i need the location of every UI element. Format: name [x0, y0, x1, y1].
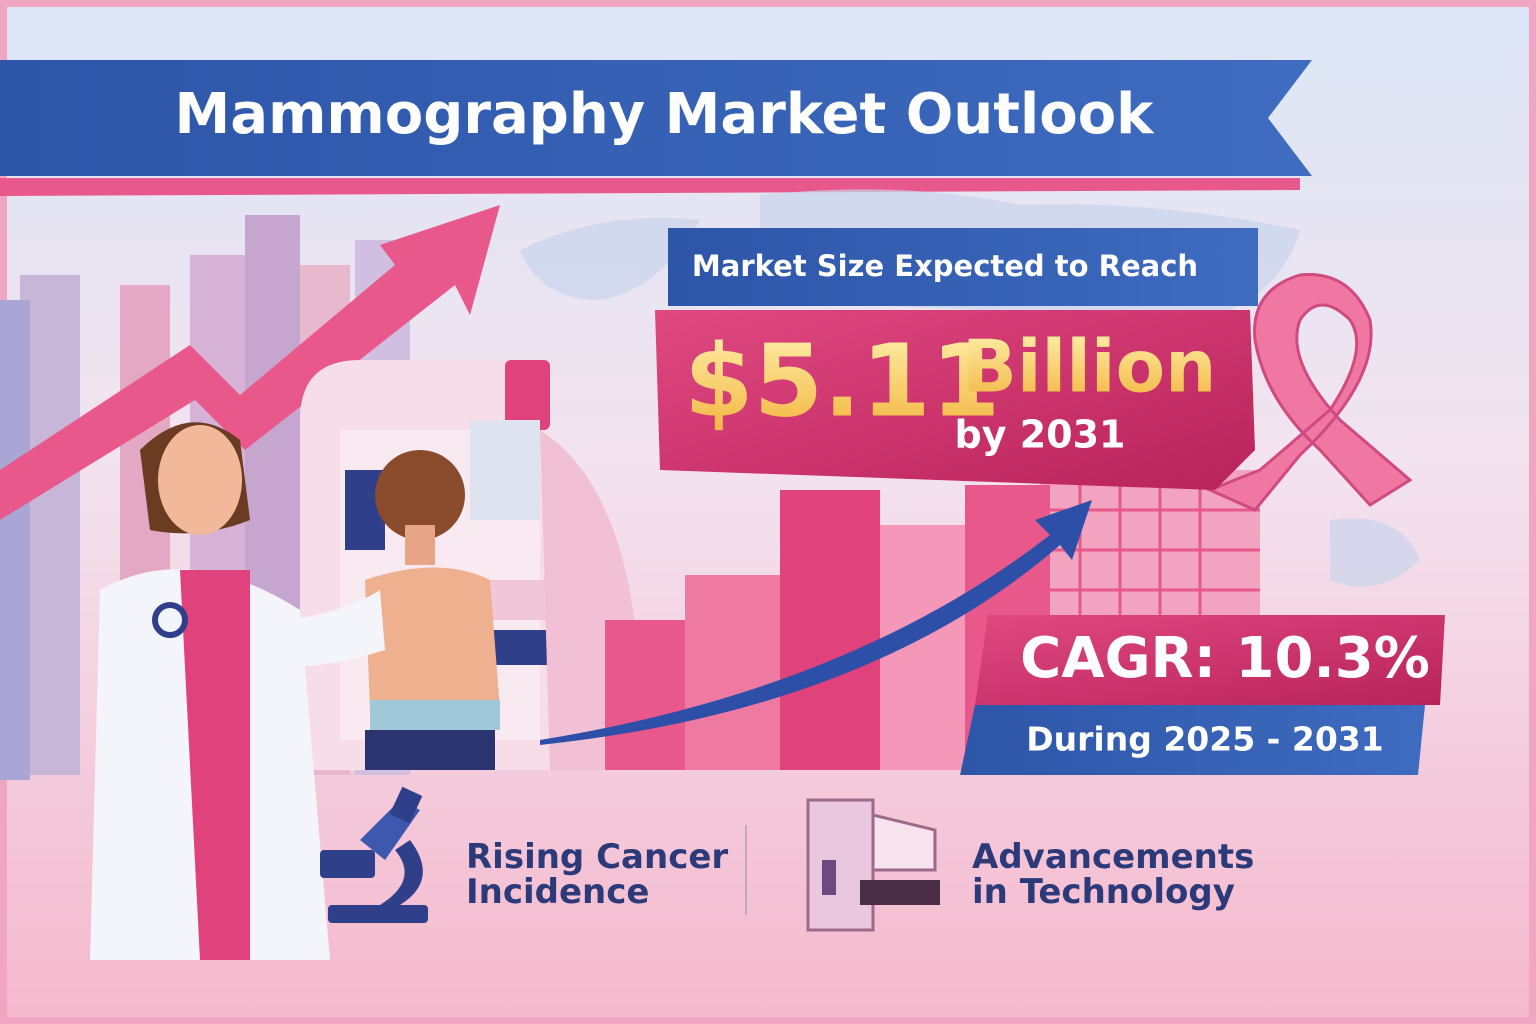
market-value: $5.11	[684, 322, 1000, 439]
mammography-machine-part	[505, 360, 550, 430]
doctor-part	[158, 425, 242, 535]
patient	[365, 450, 500, 770]
doctor-part	[180, 570, 250, 960]
driver-machine-part	[822, 860, 836, 895]
bar-graphic-part	[605, 620, 685, 770]
driver-text: Advancements in Technology	[972, 837, 1266, 912]
cagr-card: CAGR: 10.3% During 2025 - 2031	[960, 615, 1445, 775]
driver-microscope-part	[380, 840, 423, 905]
driver-microscope-part	[328, 905, 428, 923]
patient-part	[375, 450, 465, 540]
market-intro: Market Size Expected to Reach	[692, 249, 1198, 283]
cagr-period: During 2025 - 2031	[1026, 720, 1383, 759]
world-map-part	[520, 218, 700, 300]
patient-part	[365, 730, 495, 770]
patient-part	[365, 567, 500, 710]
driver-microscope	[320, 786, 428, 923]
driver-machine-part	[860, 880, 940, 905]
cagr-card-part	[960, 705, 1425, 775]
driver-microscope-part	[389, 786, 423, 824]
driver-line: Incidence	[466, 872, 649, 912]
market-size-card-part	[655, 310, 1255, 490]
title-banner: Mammography Market Outlook	[0, 60, 1312, 196]
driver-microscope-part	[320, 850, 375, 878]
cagr-card-part	[975, 615, 1445, 705]
growth-arrow-pink	[0, 205, 500, 520]
driver-line: in Technology	[972, 872, 1235, 912]
market-year: by 2031	[955, 413, 1126, 457]
doctor-part	[290, 590, 385, 666]
driver-machine-part	[806, 798, 875, 932]
world-map-part	[1330, 518, 1420, 587]
mammography-machine-part	[470, 420, 540, 520]
patient-part	[405, 525, 435, 565]
driver-machine-part	[871, 813, 937, 872]
market-size-card-part	[668, 228, 1258, 306]
title-banner-part	[0, 178, 1300, 196]
title-banner-part	[0, 60, 1312, 176]
driver-text: Rising Cancer Incidence	[466, 837, 740, 912]
market-size-card: Market Size Expected to Reach $5.11 Bill…	[655, 228, 1258, 490]
driver-line: Advancements	[972, 837, 1254, 877]
awareness-ribbon-part	[1206, 273, 1413, 512]
awareness-ribbon	[1206, 273, 1413, 512]
doctor-part	[152, 602, 188, 638]
driver-line: Rising Cancer	[466, 837, 728, 877]
cagr: CAGR: 10.3%	[1020, 626, 1430, 691]
patient-part	[370, 700, 500, 730]
skyline-part	[0, 300, 30, 780]
driver-machine	[806, 798, 940, 932]
doctor	[90, 422, 385, 960]
bar-graphic-part	[780, 490, 880, 770]
bar-graphic-part	[685, 575, 780, 770]
title: Mammography Market Outlook	[175, 82, 1156, 147]
market-unit: Billion	[962, 325, 1216, 409]
